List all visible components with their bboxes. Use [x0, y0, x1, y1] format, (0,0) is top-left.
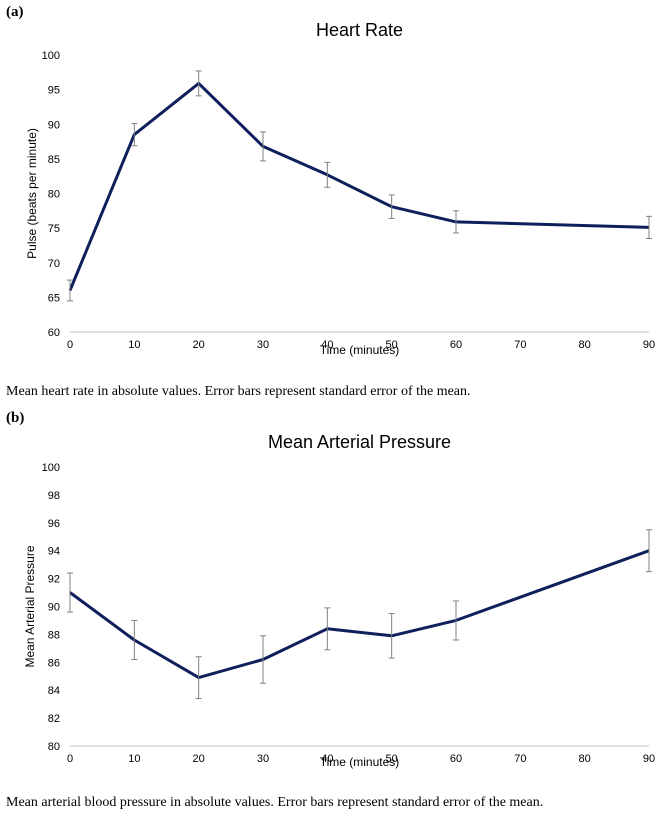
y-tick-label: 75 [48, 223, 60, 235]
x-tick-label: 10 [128, 339, 140, 351]
x-tick-label: 70 [514, 753, 526, 765]
chart-title: Heart Rate [316, 20, 403, 40]
x-tick-label: 90 [643, 339, 655, 351]
x-tick-label: 60 [450, 339, 462, 351]
y-tick-label: 92 [48, 574, 60, 586]
x-tick-label: 90 [643, 753, 655, 765]
x-tick-label: 50 [386, 339, 398, 351]
x-tick-label: 0 [67, 753, 73, 765]
x-tick-label: 30 [257, 339, 269, 351]
y-tick-label: 84 [48, 685, 60, 697]
series-line [69, 549, 650, 680]
x-tick-label: 40 [321, 339, 333, 351]
y-tick-label: 85 [48, 154, 60, 166]
x-tick-label: 20 [193, 753, 205, 765]
x-axis-label: Time (minutes) [320, 343, 400, 357]
y-axis-label: Pulse (beats per minute) [25, 128, 39, 259]
y-tick-label: 96 [48, 518, 60, 530]
y-axis-label: Mean Arterial Pressure [23, 545, 37, 667]
x-tick-label: 0 [67, 339, 73, 351]
y-tick-label: 80 [48, 741, 60, 753]
y-tick-label: 100 [42, 50, 60, 62]
x-tick-label: 50 [386, 753, 398, 765]
x-axis-label: Time (minutes) [320, 755, 400, 769]
x-tick-label: 40 [321, 753, 333, 765]
caption-a: Mean heart rate in absolute values. Erro… [6, 384, 471, 399]
y-tick-label: 90 [48, 119, 60, 131]
caption-b: Mean arterial blood pressure in absolute… [6, 795, 544, 810]
panel-label-b: (b) [6, 410, 25, 426]
series-line [68, 81, 650, 291]
y-tick-label: 100 [42, 462, 60, 474]
x-tick-label: 60 [450, 753, 462, 765]
y-tick-label: 88 [48, 629, 60, 641]
y-tick-label: 70 [48, 258, 60, 270]
heart-rate-chart: Heart Rate 0 10 20 30 40 50 60 70 80 90 60 65 70 75 80 8… [25, 20, 655, 357]
panel-label-a: (a) [6, 4, 24, 20]
y-tick-label: 80 [48, 189, 60, 201]
x-tick-label: 10 [128, 753, 140, 765]
y-tick-label: 95 [48, 85, 60, 97]
x-tick-label: 70 [514, 339, 526, 351]
y-tick-label: 82 [48, 713, 60, 725]
x-tick-label: 80 [579, 339, 591, 351]
x-tick-label: 30 [257, 753, 269, 765]
x-tick-label: 20 [193, 339, 205, 351]
y-tick-label: 65 [48, 292, 60, 304]
x-tick-label: 80 [579, 753, 591, 765]
y-tick-label: 90 [48, 602, 60, 614]
chart-title: Mean Arterial Pressure [268, 432, 451, 452]
y-tick-label: 60 [48, 327, 60, 339]
y-tick-label: 86 [48, 657, 60, 669]
y-tick-label: 94 [48, 546, 60, 558]
mean-arterial-pressure-chart: Mean Arterial Pressure 0 10 20 30 40 50 60 70 80 9… [23, 432, 655, 769]
y-tick-label: 98 [48, 490, 60, 502]
